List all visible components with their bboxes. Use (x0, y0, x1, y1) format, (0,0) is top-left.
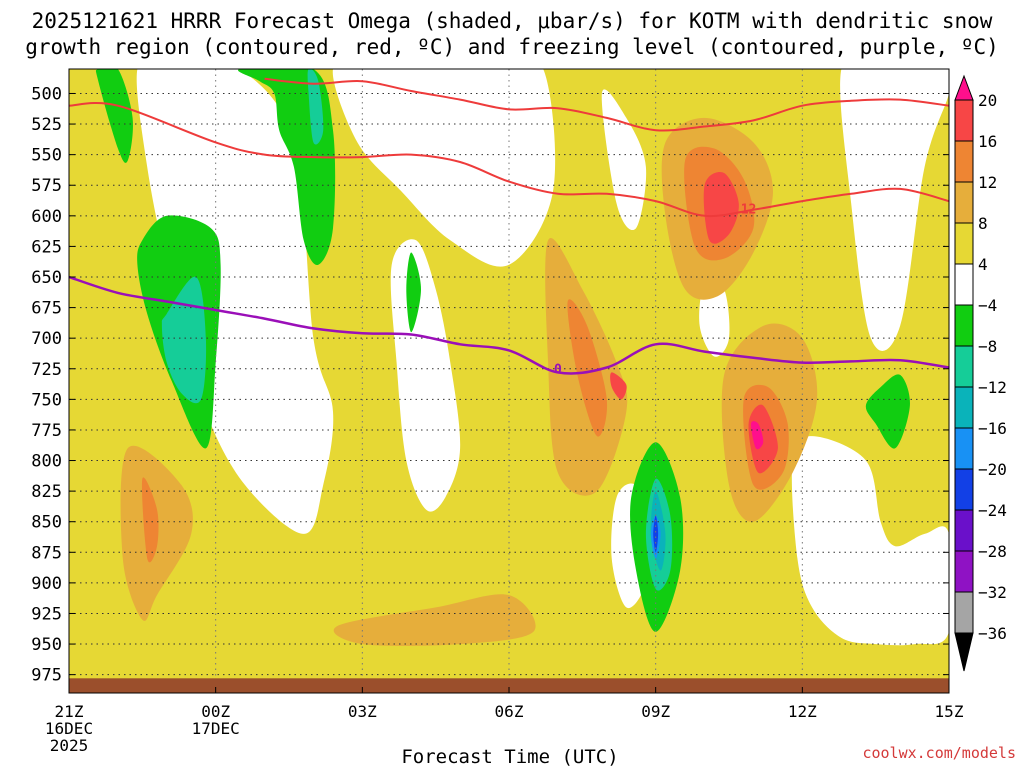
omega-region-mid-negative-sliver (406, 252, 421, 333)
x-tick-label: 09Z (641, 702, 670, 721)
x-tick-label: 2025 (50, 736, 89, 755)
colorbar-segment (954, 304, 974, 347)
grid (68, 69, 950, 693)
colorbar-segment (954, 181, 974, 224)
x-axis-label: Forecast Time (UTC) (401, 746, 618, 768)
colorbar-segment (954, 509, 974, 552)
omega-neutral-upper-center-gap (332, 69, 556, 267)
colorbar-label: 20 (978, 91, 997, 110)
contours: 12 0 (69, 77, 949, 377)
colorbar-top-arrow (954, 74, 974, 101)
colorbar-segment (954, 550, 974, 593)
colorbar-label: 8 (978, 214, 988, 233)
y-tick-label: 575 (31, 176, 62, 196)
y-tick-label: 775 (31, 421, 62, 441)
terrain-band (69, 678, 949, 693)
x-tick-label: 03Z (348, 702, 377, 721)
omega-region-upper-negative-column-core (307, 69, 324, 145)
x-tick-label: 17DEC (192, 719, 240, 738)
colorbar-label: −36 (978, 624, 1007, 643)
colorbar-label: −20 (978, 460, 1007, 479)
omega-region-mid-positive-column-core (567, 299, 608, 437)
omega-region-bottom-positive-band (333, 594, 536, 646)
colorbar-segment (954, 99, 974, 142)
omega-neutral-upper-right-gap (840, 69, 949, 351)
chart-title-line2: growth region (contoured, red, ºC) and f… (25, 35, 999, 59)
y-tick-label: 950 (31, 635, 62, 655)
y-tick-label: 700 (31, 329, 62, 349)
y-tick-label: 750 (31, 390, 62, 410)
x-tick-label: 16DEC (45, 719, 93, 738)
y-tick-label: 825 (31, 482, 62, 502)
chart-title-line1: 2025121621 HRRR Forecast Omega (shaded, … (32, 9, 993, 33)
colorbar-label: −16 (978, 419, 1007, 438)
freezing-level-contour (69, 275, 949, 375)
colorbar-segment (954, 427, 974, 470)
y-tick-label: 600 (31, 207, 62, 227)
colorbar-label: 12 (978, 173, 997, 192)
dgz-contour-label: 12 (741, 202, 757, 217)
colorbar-segment (954, 345, 974, 388)
x-tick-label: 06Z (495, 702, 524, 721)
site-credit: coolwx.com/models (862, 744, 1016, 762)
colorbar-label: −8 (978, 337, 997, 356)
dgz-contour--18 (264, 77, 949, 132)
omega-region-lower-positive-cell-4 (750, 421, 764, 450)
y-tick-label: 800 (31, 452, 62, 472)
y-tick-label: 925 (31, 604, 62, 624)
colorbar-label: 4 (978, 255, 988, 274)
colorbar-segment (954, 263, 974, 306)
y-tick-label: 875 (31, 543, 62, 563)
colorbar-label: 16 (978, 132, 997, 151)
omega-neutral-upper-gap-2 (601, 89, 647, 231)
y-tick-label: 650 (31, 268, 62, 288)
colorbar-segment (954, 591, 974, 634)
y-tick-label: 500 (31, 84, 62, 104)
x-tick-label: 12Z (788, 702, 817, 721)
y-tick-label: 725 (31, 360, 62, 380)
colorbar-label: −4 (978, 296, 997, 315)
dgz-contour--12 (69, 102, 949, 218)
omega-region-upper-positive-cell-3 (703, 171, 739, 244)
y-tick-label: 975 (31, 666, 62, 686)
terrain (69, 678, 949, 693)
y-tick-label: 625 (31, 237, 62, 257)
y-axis: 500 525 550 575 600 625 650 675 700 725 750 775 800 8… (31, 84, 949, 686)
colorbar: 20 16 12 8 4 −4 −8 −12 −16 −20 −24 −28 −32 −36 (954, 74, 1007, 672)
colorbar-label: −12 (978, 378, 1007, 397)
omega-region-lower-left-positive-core (141, 477, 159, 563)
y-tick-label: 900 (31, 574, 62, 594)
colorbar-label: −28 (978, 542, 1007, 561)
colorbar-label: −24 (978, 501, 1007, 520)
x-tick-label: 21Z (55, 702, 84, 721)
y-tick-label: 550 (31, 146, 62, 166)
omega-region-right-negative-spot (865, 374, 910, 449)
colorbar-segment (954, 140, 974, 183)
omega-region-upper-left-negative (95, 69, 133, 163)
omega-region-mid-positive-spot (610, 372, 627, 400)
colorbar-segment (954, 386, 974, 429)
colorbar-label: −32 (978, 583, 1007, 602)
omega-region-left-negative-core (161, 276, 207, 404)
colorbar-segment (954, 222, 974, 265)
colorbar-segment (954, 468, 974, 511)
y-tick-label: 850 (31, 513, 62, 533)
omega-region-central-negative-cell-5 (653, 515, 659, 553)
omega-neutral-right-lower-gap (791, 436, 949, 646)
freezing-level-label: 0 (554, 362, 562, 377)
x-tick-label: 00Z (201, 702, 230, 721)
omega-shading (95, 69, 949, 646)
x-tick-label: 15Z (935, 702, 964, 721)
y-tick-label: 675 (31, 299, 62, 319)
colorbar-bottom-arrow (954, 632, 974, 672)
y-tick-label: 525 (31, 115, 62, 135)
